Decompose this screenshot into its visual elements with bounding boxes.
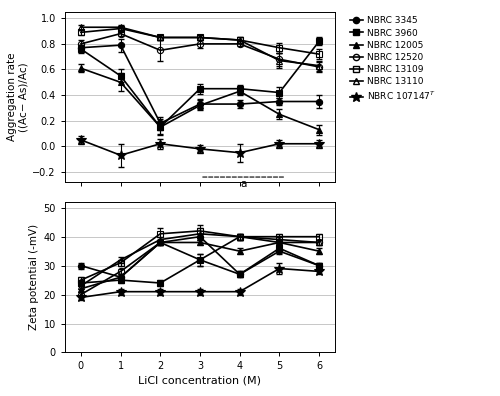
Y-axis label: Zeta potential (-mV): Zeta potential (-mV) [30, 224, 40, 330]
Text: a: a [240, 179, 247, 189]
X-axis label: LiCl concentration (M): LiCl concentration (M) [138, 376, 262, 386]
Legend: NBRC 3345, NBRC 3960, NBRC 12005, NBRC 12520, NBRC 13109, NBRC 13110, NBRC 10714: NBRC 3345, NBRC 3960, NBRC 12005, NBRC 1… [350, 16, 436, 102]
Y-axis label: Aggregation rate
((Ac− As)/Ac): Aggregation rate ((Ac− As)/Ac) [6, 53, 29, 141]
